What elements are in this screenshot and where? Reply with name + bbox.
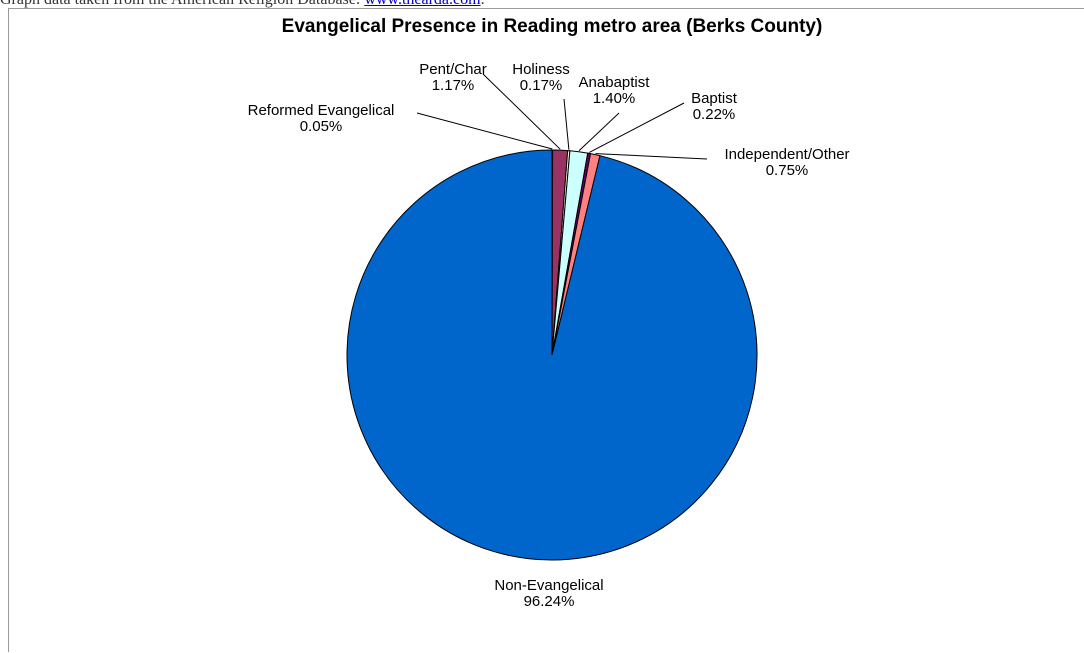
leader-line-independent-other bbox=[595, 153, 708, 160]
source-note-text: Graph data taken from the American Relig… bbox=[0, 0, 364, 8]
slice-label-baptist: Baptist bbox=[691, 90, 738, 107]
slice-label-non-evangelical: Non-Evangelical bbox=[494, 577, 603, 594]
slice-value-anabaptist: 1.40% bbox=[593, 90, 636, 107]
leader-line-pent-char bbox=[482, 73, 561, 150]
slice-label-independent-other: Independent/Other bbox=[724, 146, 849, 163]
slice-label-anabaptist: Anabaptist bbox=[579, 74, 651, 91]
slice-value-reformed-evangelical: 0.05% bbox=[300, 118, 343, 135]
pie-slice-non-evangelical bbox=[346, 149, 758, 561]
slice-value-holiness: 0.17% bbox=[520, 77, 563, 94]
leader-line-baptist bbox=[589, 102, 685, 153]
slice-value-independent-other: 0.75% bbox=[766, 162, 809, 179]
slice-value-baptist: 0.22% bbox=[693, 106, 736, 123]
source-note-trailing: . bbox=[481, 0, 485, 8]
source-note: Graph data taken from the American Relig… bbox=[0, 0, 1084, 9]
pie-slices bbox=[346, 149, 758, 561]
slice-value-pent-char: 1.17% bbox=[432, 77, 475, 94]
leader-line-reformed-evangelical bbox=[416, 112, 553, 150]
chart-title: Evangelical Presence in Reading metro ar… bbox=[282, 16, 823, 37]
chart-frame: Evangelical Presence in Reading metro ar… bbox=[8, 8, 1084, 652]
slice-value-non-evangelical: 96.24% bbox=[524, 593, 575, 610]
pie-chart: Evangelical Presence in Reading metro ar… bbox=[248, 16, 850, 610]
slice-label-holiness: Holiness bbox=[512, 61, 570, 78]
slice-label-reformed-evangelical: Reformed Evangelical bbox=[248, 102, 395, 119]
leader-lines bbox=[416, 73, 708, 160]
leader-line-holiness bbox=[563, 98, 570, 150]
slice-label-pent-char: Pent/Char bbox=[419, 61, 487, 78]
source-link[interactable]: www.thearda.com bbox=[364, 0, 480, 8]
leader-line-anabaptist bbox=[578, 112, 620, 152]
